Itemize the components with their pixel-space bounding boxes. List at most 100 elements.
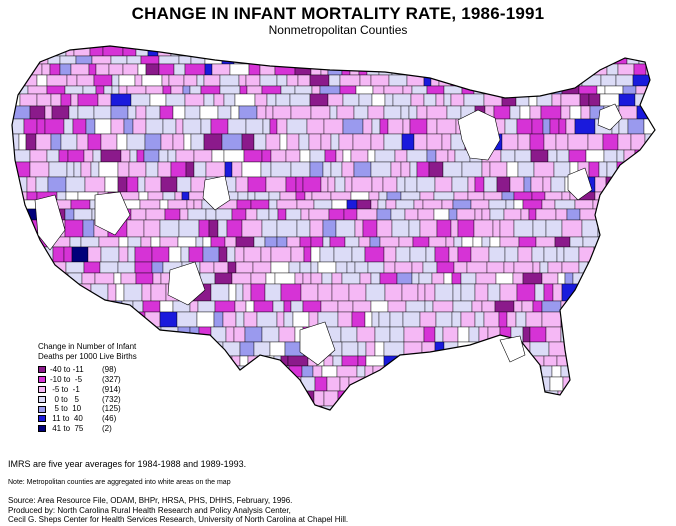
county-cell (326, 376, 341, 392)
county-cell (507, 74, 520, 87)
county-cell (309, 93, 329, 107)
county-cell (123, 326, 145, 343)
county-cell (120, 272, 137, 285)
county-cell (228, 283, 237, 302)
county-cell (586, 46, 600, 57)
county-cell (310, 46, 322, 57)
county-cell (489, 161, 508, 178)
county-cell (410, 55, 424, 65)
county-cell (26, 176, 37, 193)
county-cell (409, 118, 428, 135)
county-cell (358, 63, 368, 76)
county-cell (630, 236, 646, 248)
county-cell (534, 283, 545, 302)
county-cell (416, 355, 427, 367)
center-line: Cecil G. Sheps Center for Health Service… (8, 515, 349, 524)
county-cell (69, 236, 82, 248)
county-cell (441, 365, 462, 378)
county-cell (12, 161, 31, 178)
county-cell (481, 161, 491, 178)
note-averages: IMRS are five year averages for 1984-198… (8, 459, 247, 469)
county-cell (213, 355, 233, 367)
county-cell (499, 283, 518, 302)
county-cell (184, 105, 201, 120)
county-cell (419, 219, 438, 238)
county-cell (643, 261, 655, 274)
county-cell (211, 376, 227, 392)
county-cell (91, 55, 112, 65)
county-cell (317, 283, 333, 302)
county-cell (207, 405, 227, 410)
legend-count: (732) (102, 394, 121, 404)
county-cell (549, 376, 564, 392)
county-cell (481, 236, 491, 248)
county-cell (274, 63, 296, 76)
county-cell (562, 376, 582, 392)
county-cell (368, 376, 380, 392)
county-cell (193, 149, 213, 163)
county-cell (200, 85, 221, 95)
county-cell (554, 199, 576, 210)
county-cell (624, 311, 640, 328)
county-cell (231, 272, 252, 285)
county-cell (652, 355, 655, 367)
county-cell (576, 341, 594, 357)
county-cell (374, 149, 396, 163)
county-cell (605, 365, 619, 378)
county-cell (422, 199, 443, 210)
county-cell (549, 118, 560, 135)
county-cell (596, 261, 607, 274)
county-cell (118, 246, 129, 263)
county-cell (28, 236, 39, 248)
county-cell (612, 283, 631, 302)
county-cell (321, 272, 333, 285)
county-cell (475, 46, 493, 57)
county-cell (602, 133, 619, 151)
county-cell (488, 199, 507, 210)
county-cell (450, 219, 459, 238)
county-cell (372, 85, 385, 95)
metro-area-texas (299, 321, 336, 366)
county-cell (311, 85, 321, 95)
county-cell (348, 283, 367, 302)
county-cell (160, 133, 174, 151)
county-cell (247, 405, 265, 410)
county-cell (564, 74, 574, 87)
county-cell (234, 246, 245, 263)
county-cell (584, 390, 605, 407)
county-cell (603, 199, 625, 210)
county-cell (110, 55, 128, 65)
county-cell (320, 176, 329, 193)
county-cell (12, 283, 22, 302)
county-cell (308, 133, 322, 151)
legend-range: 11 to 40 (50, 414, 83, 424)
county-cell (407, 63, 422, 76)
county-cell (556, 149, 570, 163)
county-cell (263, 376, 272, 392)
county-cell (593, 376, 604, 392)
county-cell (456, 63, 475, 76)
legend-swatch (38, 366, 46, 374)
county-cell (285, 176, 297, 193)
county-cell (571, 390, 586, 407)
county-cell (489, 355, 503, 367)
county-cell (442, 326, 459, 343)
county-cell (24, 390, 40, 407)
county-cell (143, 149, 160, 163)
county-cell (618, 208, 629, 221)
county-cell (650, 311, 655, 328)
county-cell (550, 176, 566, 193)
county-cell (426, 133, 443, 151)
county-cell (438, 376, 448, 392)
county-cell (250, 199, 270, 210)
county-cell (470, 246, 490, 263)
county-cell (540, 46, 552, 57)
county-cell (265, 105, 274, 120)
county-cell (627, 355, 639, 367)
county-cell (604, 355, 621, 367)
county-cell (350, 46, 369, 57)
county-cell (386, 365, 405, 378)
county-cell (110, 118, 125, 135)
county-cell (447, 149, 456, 163)
county-cell (487, 283, 501, 302)
